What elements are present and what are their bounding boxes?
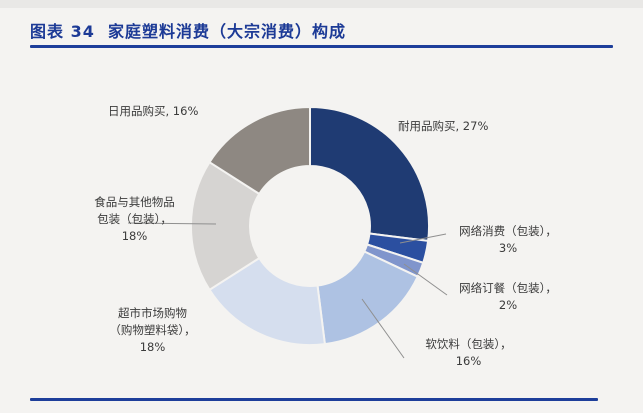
label-line: 软饮料（包装）， xyxy=(425,337,512,351)
label-soft-drinks: 软饮料（包装）， 16% xyxy=(396,336,541,370)
label-line: 食品与其他物品 xyxy=(94,195,175,209)
label-line: 耐用品购买, 27% xyxy=(398,119,489,133)
label-line: 16% xyxy=(455,354,482,368)
label-line: 网络订餐（包装）， xyxy=(459,281,557,295)
label-food-other-packaging: 食品与其他物品 包装（包装）， 18% xyxy=(72,194,197,245)
label-line: 18% xyxy=(121,229,148,243)
leader-line xyxy=(361,298,405,359)
donut-chart xyxy=(127,106,448,359)
label-line: 网络消费（包装）， xyxy=(459,224,557,238)
label-line: 日用品购买, 16% xyxy=(108,104,199,118)
leader-line xyxy=(127,222,217,225)
donut-chart-area: 耐用品购买, 27% 网络消费（包装）， 3% 网络订餐（包装）， 2% 软饮料… xyxy=(0,52,643,392)
figure-title: 图表 34 家庭塑料消费（大宗消费）构成 xyxy=(30,22,346,41)
page-top-edge xyxy=(0,0,643,8)
label-daily-goods: 日用品购买, 16% xyxy=(108,103,198,120)
label-online-consumption: 网络消费（包装）， 3% xyxy=(438,223,578,257)
leader-line xyxy=(403,263,448,296)
label-line: 超市市场购物 xyxy=(118,306,187,320)
label-durable-goods: 耐用品购买, 27% xyxy=(398,118,488,135)
label-supermarket-shopping: 超市市场购物 （购物塑料袋）， 18% xyxy=(85,305,220,356)
pie-slice-durable-goods xyxy=(309,106,431,242)
label-line: 18% xyxy=(139,340,166,354)
leader-line xyxy=(399,233,447,244)
label-line: （购物塑料袋）， xyxy=(109,323,196,337)
label-line: 包装（包装）， xyxy=(97,212,172,226)
label-line: 3% xyxy=(498,241,518,255)
label-line: 2% xyxy=(498,298,518,312)
title-divider xyxy=(30,45,613,48)
bottom-divider xyxy=(30,398,598,401)
label-online-food-ordering: 网络订餐（包装）， 2% xyxy=(438,280,578,314)
pie-slice-daily-goods xyxy=(208,106,311,195)
